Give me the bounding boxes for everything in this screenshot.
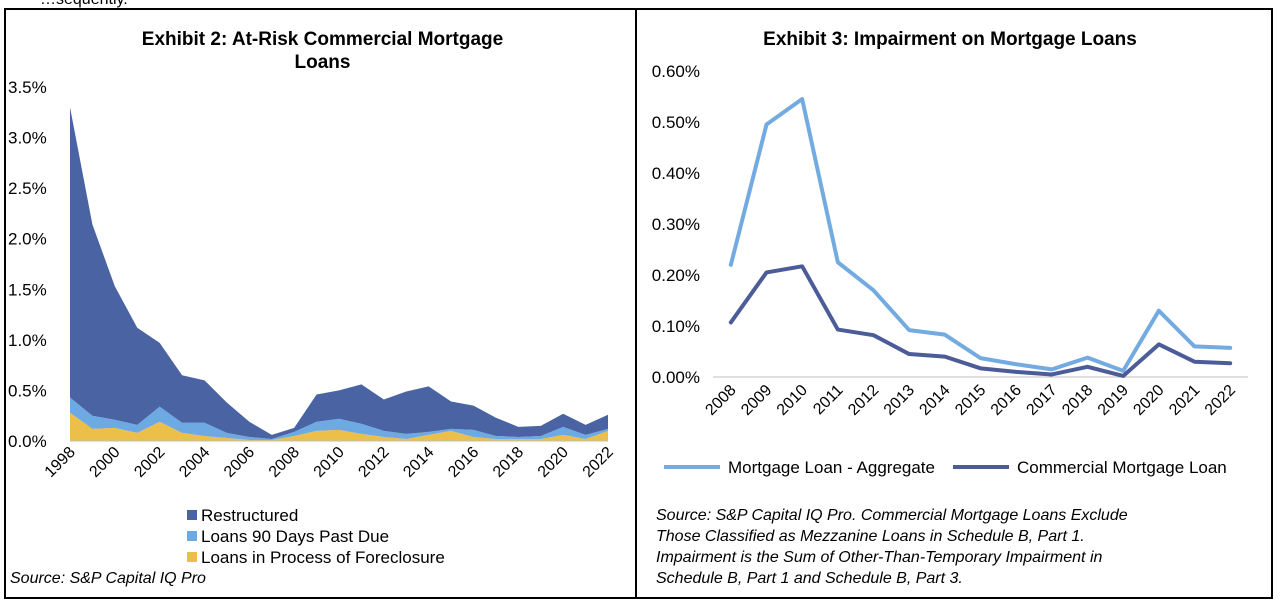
exhibit-3-x-tick-label: 2010 <box>774 382 811 419</box>
exhibit-3-source: Source: S&P Capital IQ Pro. Commercial M… <box>656 505 1246 589</box>
exhibit-2-legend-label: Restructured <box>201 506 298 525</box>
exhibit-2-y-tick-label: 3.0% <box>8 129 47 148</box>
exhibit-3-x-tick-label: 2019 <box>1095 382 1132 419</box>
exhibit-3-x-tick-label: 2015 <box>952 382 989 419</box>
exhibit-2-x-tick-label: 2020 <box>535 444 572 481</box>
exhibit-3-y-tick-label: 0.30% <box>652 215 700 234</box>
exhibit-3-line-mortgage-loan-aggregate <box>728 97 1233 373</box>
exhibit-2-x-tick-label: 2008 <box>266 444 303 481</box>
exhibit-3-x-tick-label: 2022 <box>1202 382 1239 419</box>
exhibit-3-y-tick-label: 0.40% <box>652 164 700 183</box>
exhibit-2-title: Exhibit 2: At-Risk Commercial Mortgage L… <box>90 28 555 74</box>
exhibit-2-y-tick-label: 0.0% <box>8 432 47 451</box>
exhibit-3-source-line-2: Those Classified as Mezzanine Loans in S… <box>656 528 1085 545</box>
exhibit-3-x-tick-label: 2013 <box>881 382 918 419</box>
panel-divider <box>635 8 637 599</box>
exhibit-2-x-tick-label: 2016 <box>445 444 482 481</box>
exhibit-3-y-tick-label: 0.50% <box>652 113 700 132</box>
exhibit-2-y-tick-label: 2.0% <box>8 230 47 249</box>
exhibit-3-x-tick-label: 2021 <box>1166 382 1203 419</box>
exhibit-2-legend-swatch <box>187 552 197 562</box>
exhibit-2-x-tick-label: 2012 <box>355 444 392 481</box>
exhibit-frame <box>4 8 1273 599</box>
exhibit-2-area-loans-in-process-of-foreclosure <box>70 412 608 441</box>
exhibit-3-y-tick-label: 0.00% <box>652 368 700 387</box>
exhibit-2-y-tick-label: 1.0% <box>8 331 47 350</box>
exhibit-2-legend-label: Loans in Process of Foreclosure <box>201 548 445 567</box>
exhibit-2-source: Source: S&P Capital IQ Pro <box>10 570 206 587</box>
exhibit-2-x-tick-label: 2014 <box>400 444 437 481</box>
exhibit-2-x-tick-label: 2010 <box>311 444 348 481</box>
exhibit-3-x-tick-label: 2016 <box>988 382 1025 419</box>
exhibit-2-x-tick-label: 2022 <box>580 444 617 481</box>
exhibit-2-x-tick-label: 2018 <box>490 444 527 481</box>
exhibit-3-source-line-4: Schedule B, Part 1 and Schedule B, Part … <box>656 570 963 587</box>
exhibit-3-source-line-1: Source: S&P Capital IQ Pro. Commercial M… <box>656 507 1128 524</box>
exhibit-2-legend-swatch <box>187 531 197 541</box>
exhibit-3-x-tick-label: 2020 <box>1130 382 1167 419</box>
exhibit-2-legend-swatch <box>187 510 197 520</box>
exhibit-3-line-commercial-mortgage-loan <box>728 264 1233 378</box>
exhibit-2-x-tick-label: 1998 <box>42 444 79 481</box>
exhibit-3-legend-label: Mortgage Loan - Aggregate <box>728 458 935 477</box>
exhibit-2-y-tick-label: 3.5% <box>8 78 47 97</box>
exhibit-3-legend-label: Commercial Mortgage Loan <box>1017 458 1227 477</box>
exhibit-2-area-loans-90-days-past-due <box>70 397 608 440</box>
exhibit-3-x-tick-label: 2008 <box>702 382 739 419</box>
preceding-text-fragment: …sequently. <box>40 0 128 9</box>
exhibit-3-y-tick-label: 0.60% <box>652 62 700 81</box>
exhibit-2-y-tick-label: 1.5% <box>8 280 47 299</box>
exhibit-2-y-tick-label: 0.5% <box>8 381 47 400</box>
exhibit-3-title: Exhibit 3: Impairment on Mortgage Loans <box>763 29 1137 50</box>
exhibit-2-title-line-1: Exhibit 2: At-Risk Commercial Mortgage <box>141 29 504 50</box>
exhibit-3-x-tick-label: 2014 <box>916 382 953 419</box>
exhibit-2-title-line-2: Loans <box>294 52 351 73</box>
exhibit-3-x-tick-label: 2018 <box>1059 382 1096 419</box>
exhibit-2-x-tick-label: 2002 <box>131 444 168 481</box>
exhibit-3-source-line-3: Impairment is the Sum of Other-Than-Temp… <box>656 549 1103 566</box>
exhibit-3-x-tick-label: 2012 <box>845 382 882 419</box>
exhibit-2-x-tick-label: 2006 <box>221 444 258 481</box>
exhibit-3-x-tick-label: 2017 <box>1023 382 1060 419</box>
exhibit-2-y-tick-label: 2.5% <box>8 179 47 198</box>
exhibit-2-area-restructured <box>70 107 608 439</box>
exhibit-3-x-tick-label: 2011 <box>810 382 846 418</box>
exhibit-2-x-tick-label: 2004 <box>176 444 213 481</box>
exhibit-2-x-tick-label: 2000 <box>86 444 123 481</box>
exhibit-2-legend-label: Loans 90 Days Past Due <box>201 527 389 546</box>
exhibit-3-y-tick-label: 0.20% <box>652 266 700 285</box>
exhibit-3-x-tick-label: 2009 <box>738 382 775 419</box>
exhibit-3-y-tick-label: 0.10% <box>652 317 700 336</box>
